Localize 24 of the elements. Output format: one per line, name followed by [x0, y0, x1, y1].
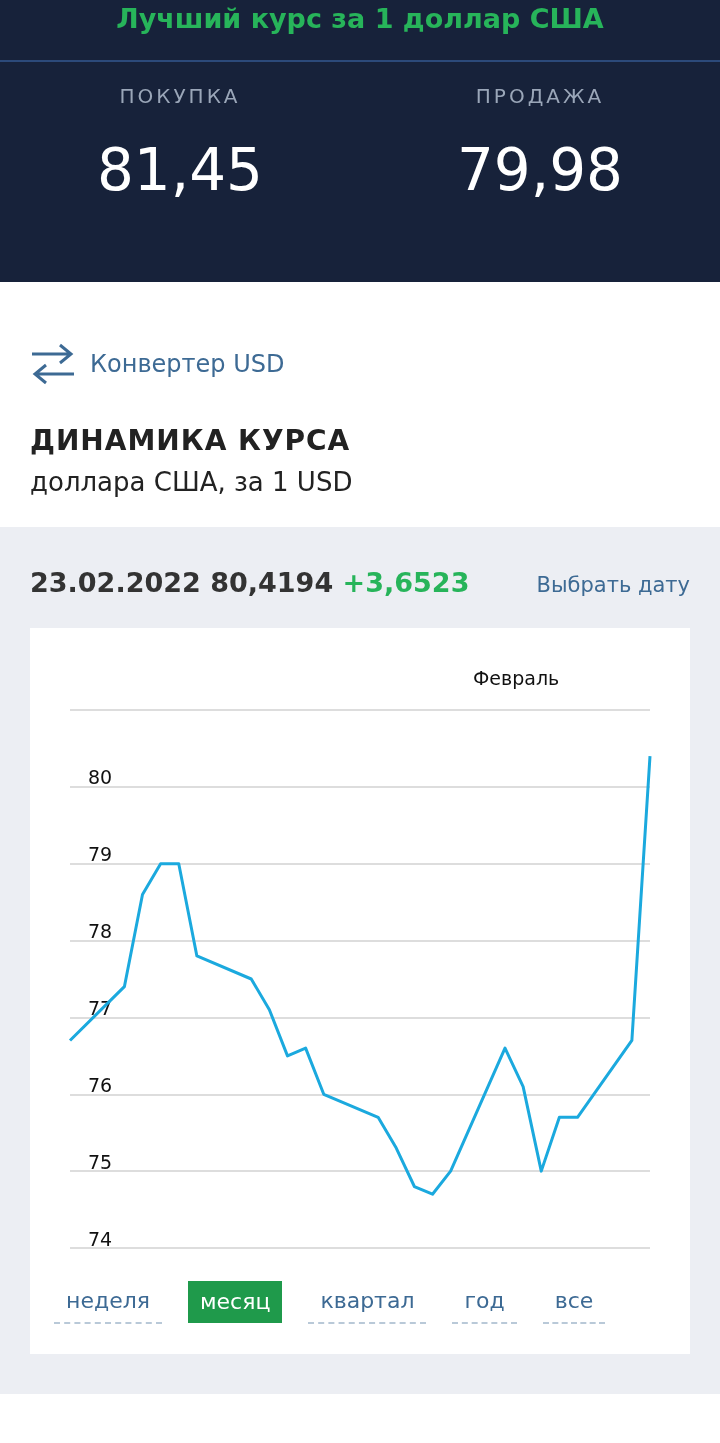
text: год: [452, 1280, 517, 1325]
text: Конвертер USD: [90, 350, 285, 378]
text: Февраль: [473, 666, 560, 689]
chart-title: ДИНАМИКА КУРСА: [30, 424, 352, 457]
text: неделя: [54, 1280, 162, 1325]
text: Лучший курс за 1 доллар США: [115, 2, 605, 36]
text: квартал: [308, 1280, 427, 1325]
y-tick-label: 76: [88, 1073, 113, 1096]
text: 79,98: [455, 136, 624, 204]
chart-subtitle: доллара США, за 1 USD: [30, 467, 354, 497]
text: ПРОДАЖА: [474, 84, 606, 108]
text: Выбрать дату: [536, 573, 690, 597]
text: все: [542, 1280, 606, 1325]
y-tick-label: 75: [88, 1150, 113, 1173]
y-tick-label: 78: [88, 920, 113, 943]
text: 81,45: [95, 136, 264, 204]
text: месяц: [187, 1281, 283, 1324]
y-tick-label: 74: [88, 1227, 113, 1250]
text: +3,6523: [342, 567, 470, 598]
text: 80,4194: [210, 567, 334, 598]
y-tick-label: 80: [88, 766, 113, 789]
text: 23.02.2022: [30, 567, 201, 598]
y-tick-label: 79: [88, 843, 113, 866]
text: ПОКУПКА: [118, 84, 242, 108]
